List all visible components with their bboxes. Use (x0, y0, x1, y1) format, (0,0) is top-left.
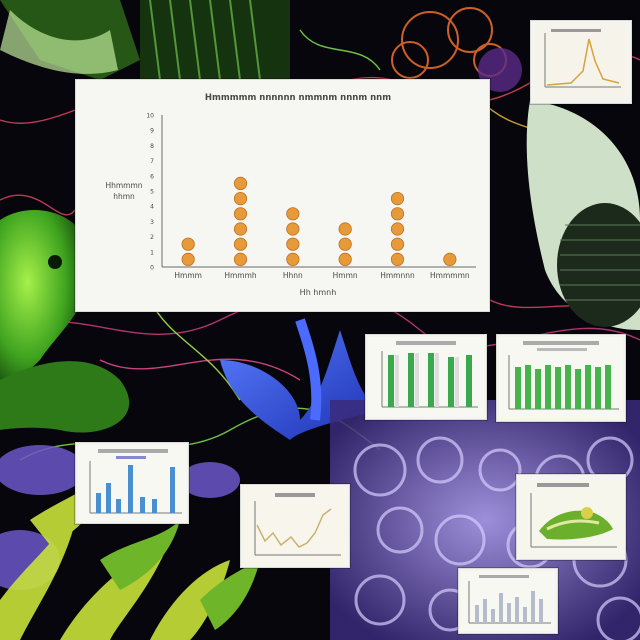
y-tick-label: 0 (150, 265, 154, 272)
x-tick-label: Hmmn (333, 271, 358, 280)
main-chart-card: Hmmmmm nnnnnn nmmnm nnnm nnm Hhmmmn hhmn… (75, 79, 490, 312)
data-point (233, 237, 248, 251)
x-tick-label: Hmmmh (224, 271, 257, 280)
data-point (390, 222, 405, 236)
x-tick-label: Hmmnnn (380, 271, 415, 280)
y-tick-label: 4 (150, 204, 154, 211)
y-tick-label: 6 (150, 173, 154, 180)
chart-title: Hmmmmm nnnnnn nmmnm nnnm nnm (205, 93, 391, 103)
data-point (390, 252, 405, 266)
data-point (286, 222, 300, 236)
data-point (390, 207, 405, 221)
x-tick-label: Hmmmmn (430, 271, 470, 280)
data-point (286, 237, 300, 251)
y-tick-label: 3 (150, 219, 154, 226)
data-point (233, 222, 248, 236)
y-tick-label: 7 (150, 158, 154, 165)
y-axis-label-line-2: hhmn (113, 192, 135, 201)
y-tick-label: 10 (146, 113, 154, 120)
thumb-line-chart-center (240, 484, 350, 568)
data-point (181, 237, 195, 251)
thumb-bar-chart-bottom (458, 568, 558, 634)
data-point (233, 252, 248, 266)
data-point (390, 192, 405, 206)
x-tick-label: Hmmm (174, 271, 202, 280)
y-axis-label-line-1: Hhmmmn (105, 181, 142, 190)
y-tick-label: 9 (150, 128, 154, 135)
y-tick-label: 8 (150, 143, 154, 150)
data-point (286, 252, 300, 266)
data-point (443, 252, 457, 266)
thumb-line-chart-top-right (530, 20, 632, 104)
thumb-illustration (516, 474, 626, 560)
data-point (338, 252, 352, 266)
y-tick-label: 5 (150, 189, 154, 196)
data-point (286, 207, 300, 221)
main-chart: Hmmmmm nnnnnn nmmnm nnnm nnm Hhmmmn hhmn… (105, 93, 476, 297)
data-point (338, 222, 352, 236)
thumb-bar-chart-green-1 (365, 334, 487, 420)
data-point (233, 207, 248, 221)
x-tick-label: Hhnn (283, 271, 303, 280)
data-point (233, 192, 248, 206)
x-axis-label: Hh hmnh (300, 288, 337, 297)
data-point (233, 176, 248, 191)
thumb-bar-chart-green-2 (496, 334, 626, 422)
data-point (390, 237, 405, 251)
data-point (338, 237, 352, 251)
y-tick-label: 2 (150, 234, 154, 241)
thumb-bar-chart-blue (75, 442, 189, 524)
y-tick-label: 1 (150, 249, 154, 256)
data-point (181, 252, 195, 266)
